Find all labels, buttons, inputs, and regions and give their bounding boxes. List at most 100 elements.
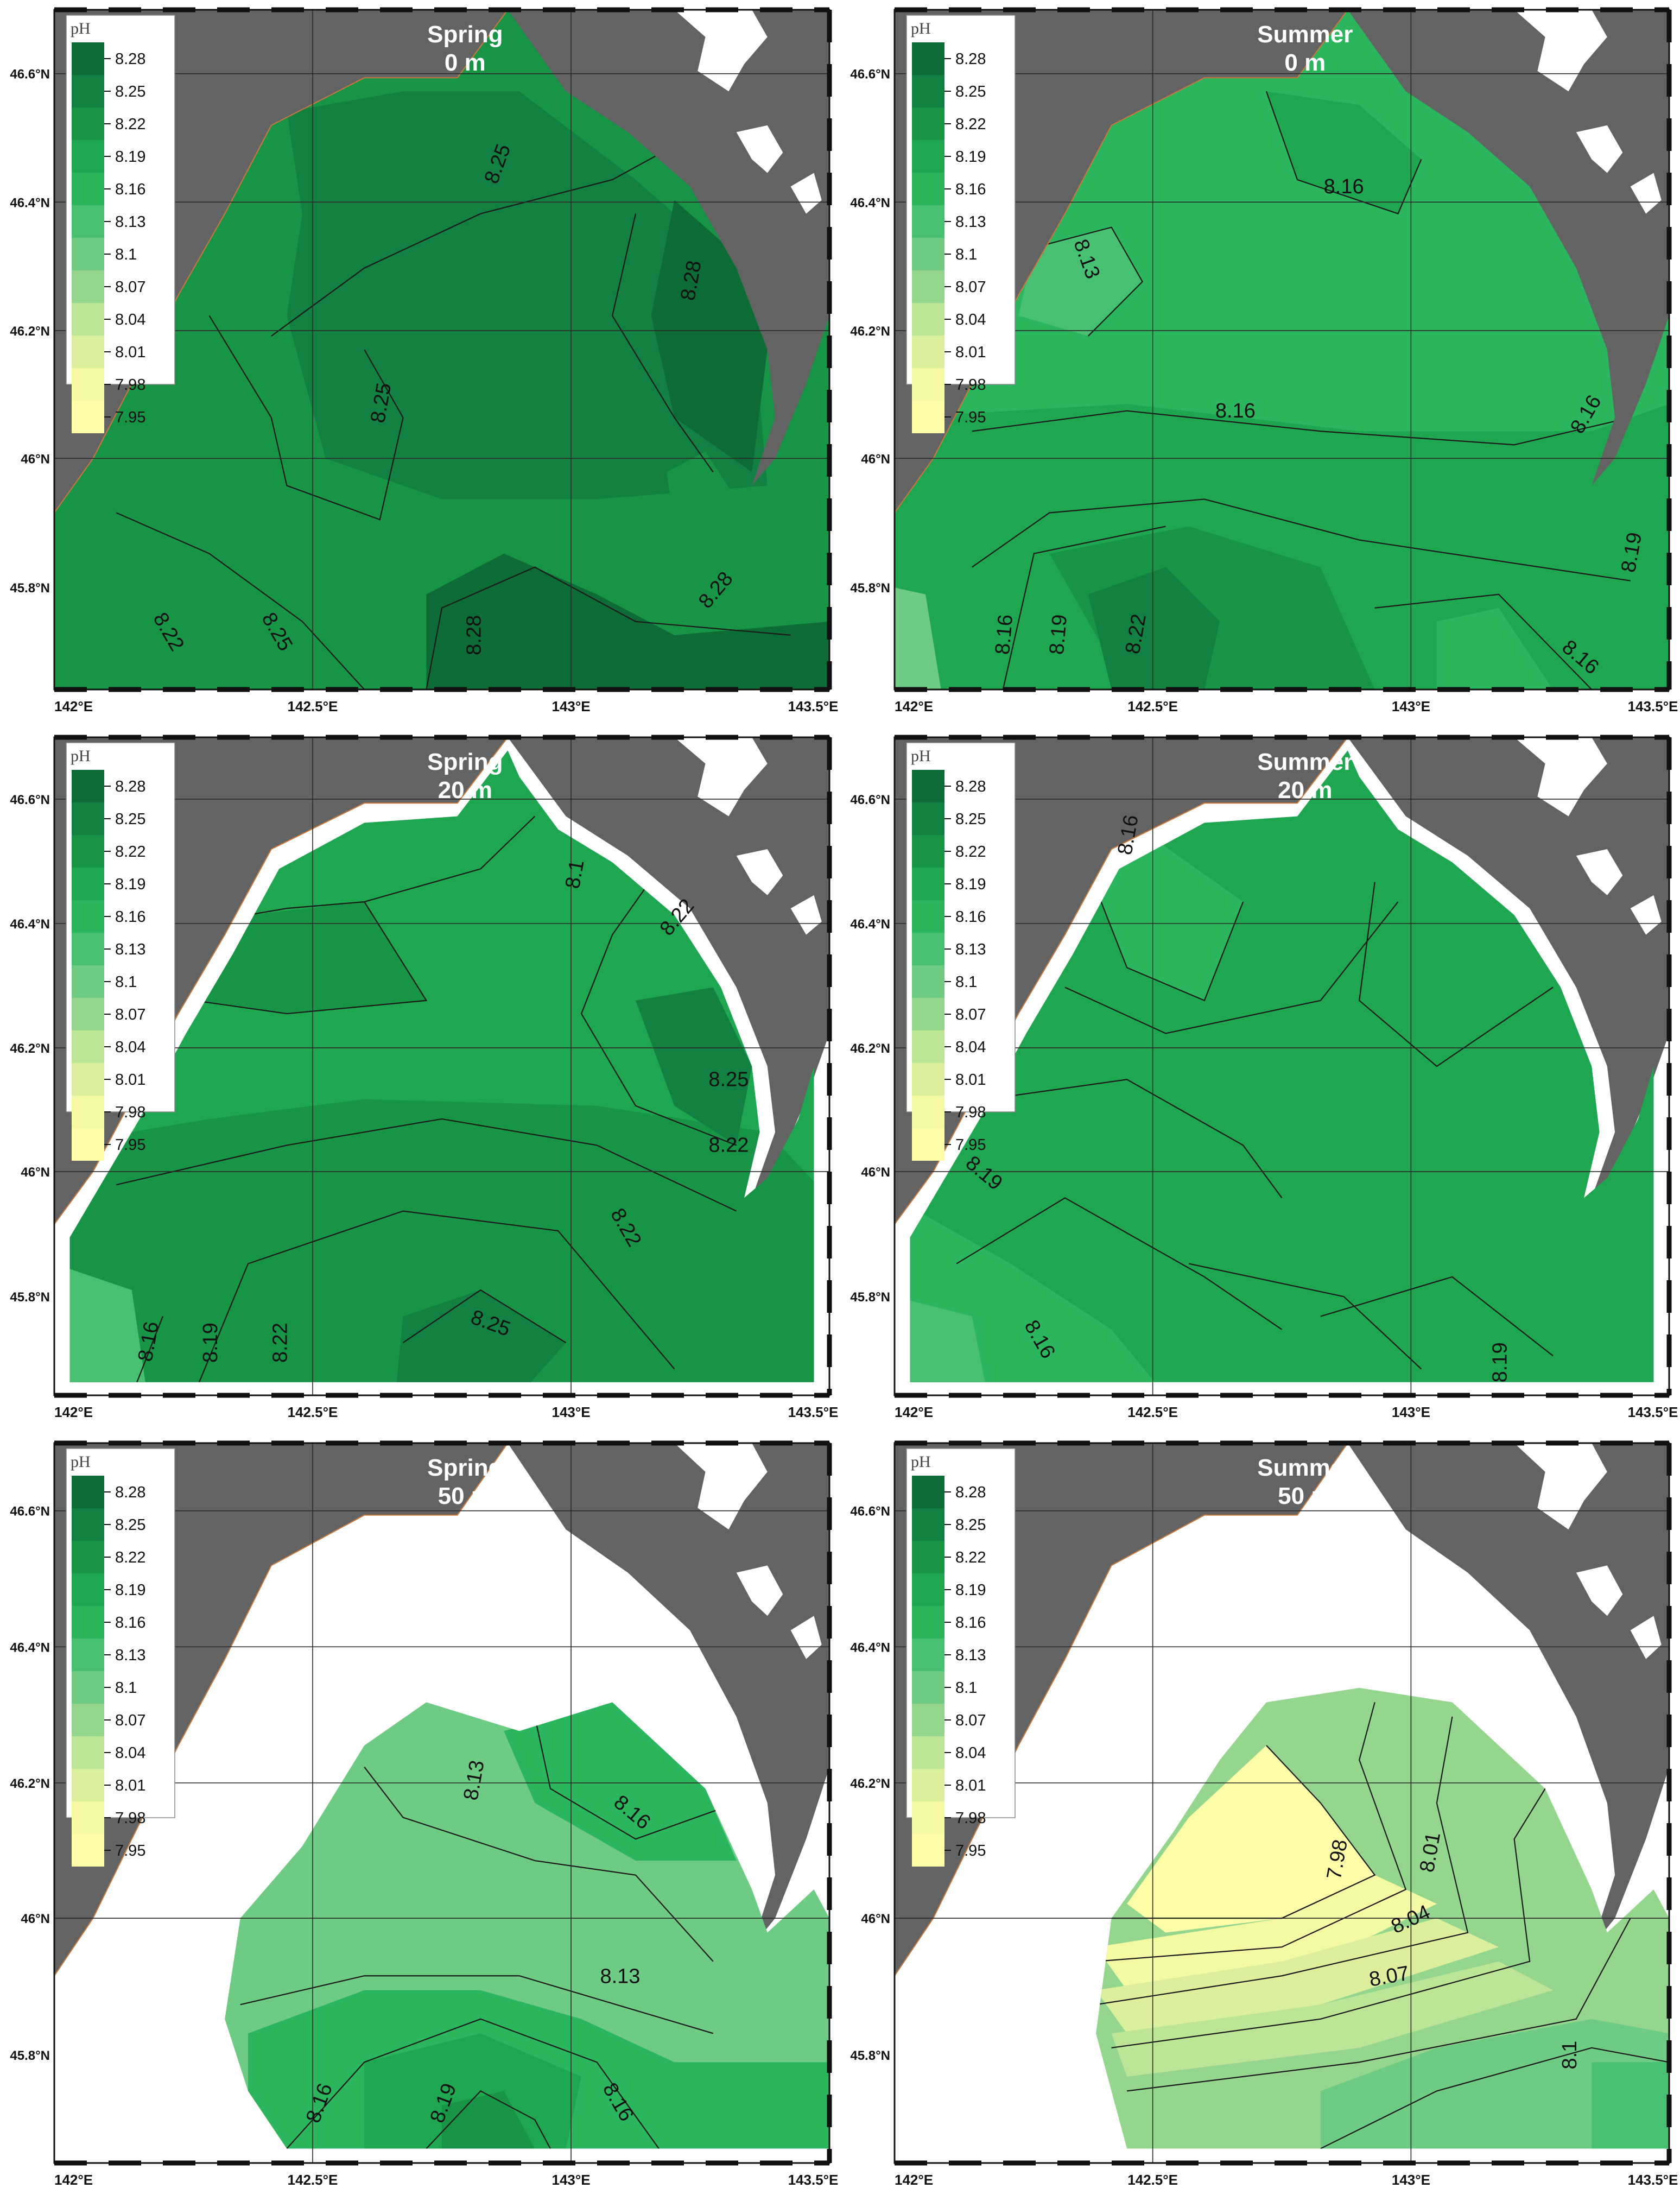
legend-swatch <box>72 401 104 433</box>
contour-line <box>972 410 1631 446</box>
map-summer-0m: 142°E 142.5°E 143°E 143.5°E 46.6°N 46.4°N 46.2… <box>850 7 1678 714</box>
legend-swatch <box>912 1573 944 1606</box>
legend-swatch <box>912 1063 944 1096</box>
legend-level-label: 8.16 <box>955 908 986 926</box>
legend-swatch <box>72 303 104 336</box>
lon-tick-label: 143°E <box>1392 698 1430 714</box>
panel-depth-label: 0 m <box>445 49 486 76</box>
contour-line <box>116 1118 737 1212</box>
island <box>1514 10 1607 92</box>
legend-swatch <box>72 1063 104 1096</box>
contour-line <box>193 1210 675 1382</box>
panel-spring-50m: 142°E 142.5°E 143°E 143.5°E 46.6°N 46.4°N 46.2… <box>0 1433 840 2201</box>
legend-swatch <box>72 1801 104 1834</box>
lon-tick-label: 143.5°E <box>788 1404 839 1420</box>
legend-level-label: 8.01 <box>115 1071 145 1089</box>
island <box>674 1443 768 1530</box>
legend-swatch <box>72 868 104 900</box>
legend-level-label: 8.22 <box>955 843 986 861</box>
map-spring-20m: 142°E 142.5°E 143°E 143.5°E 46.6°N 46.4°N 46.2… <box>10 735 839 1420</box>
contour-line <box>1096 1702 1407 1962</box>
legend-swatch <box>912 270 944 303</box>
legend-level-label: 8.13 <box>115 941 145 958</box>
contour-line <box>240 1975 714 2034</box>
contour-line <box>956 1197 1283 1330</box>
legend-swatch <box>912 107 944 140</box>
lat-tick-label: 46°N <box>861 452 890 466</box>
legend-level-label: 8.25 <box>955 811 986 828</box>
contour-line <box>534 1716 737 1840</box>
contour-label: 8.25 <box>708 1068 749 1091</box>
legend-swatch <box>912 1671 944 1704</box>
legend-swatch <box>912 1541 944 1573</box>
legend-level-label: 8.25 <box>115 811 145 828</box>
lat-tick-label: 46.2°N <box>10 1776 50 1791</box>
contour-line <box>1111 1788 1546 2048</box>
lat-tick-label: 46.6°N <box>850 67 890 82</box>
contour-label: 8.19 <box>1045 614 1072 655</box>
panel-depth-label: 50 m <box>1278 1483 1332 1509</box>
legend-level-label: 8.28 <box>955 50 986 68</box>
ph-band <box>895 587 941 690</box>
lon-tick-label: 142°E <box>895 1404 933 1420</box>
contour-line <box>426 2090 551 2149</box>
panel-spring-0m: 142°E 142.5°E 143°E 143.5°E 46.6°N 46.4°N 46.2… <box>0 0 840 728</box>
lat-tick-label: 46.2°N <box>850 1041 890 1056</box>
contour-line <box>131 1316 163 1382</box>
legend-swatch <box>912 1801 944 1834</box>
legend-level-label: 8.04 <box>955 1744 986 1762</box>
legend-level-label: 8.19 <box>955 148 986 166</box>
lon-tick-label: 142.5°E <box>288 698 338 714</box>
contour-label: 8.13 <box>600 1965 640 1988</box>
legend-swatch <box>72 107 104 140</box>
legend-swatch <box>912 1508 944 1541</box>
legend-level-label: 7.98 <box>115 1104 145 1121</box>
island <box>674 10 768 92</box>
legend-swatch <box>912 1476 944 1508</box>
contour-line <box>1126 1918 1631 2092</box>
ph-band <box>1088 836 1244 1001</box>
contour-label: 8.19 <box>1488 1342 1511 1382</box>
lon-tick-label: 143.5°E <box>788 698 839 714</box>
panel-spring-20m: 142°E 142.5°E 143°E 143.5°E 46.6°N 46.4°N 46.2… <box>0 728 840 1433</box>
legend-level-label: 7.98 <box>115 1810 145 1827</box>
lat-tick-label: 46.6°N <box>10 1504 50 1519</box>
legend-swatch <box>912 140 944 173</box>
legend-swatch <box>912 965 944 998</box>
legend-level-label: 8.25 <box>115 83 145 100</box>
panel-season-label: Spring <box>427 1454 503 1481</box>
legend-title: pH <box>911 1453 931 1471</box>
legend-level-label: 8.04 <box>955 311 986 328</box>
contour-label: 8.1 <box>561 858 589 890</box>
legend-swatch <box>912 1834 944 1867</box>
legend-swatch <box>72 336 104 368</box>
legend-swatch <box>72 965 104 998</box>
legend-swatch <box>72 835 104 868</box>
panel-depth-label: 20 m <box>438 777 492 804</box>
legend-swatch <box>912 1704 944 1736</box>
legend-swatch <box>72 1834 104 1867</box>
ph-band <box>1088 567 1220 690</box>
legend-level-label: 8.22 <box>115 1549 145 1566</box>
panel-season-label: Spring <box>427 749 503 775</box>
lat-tick-label: 46.4°N <box>10 917 50 932</box>
contour-line <box>271 145 675 337</box>
legend-swatch <box>72 1769 104 1801</box>
legend-level-label: 8.01 <box>115 344 145 361</box>
lat-tick-label: 45.8°N <box>850 1290 890 1305</box>
legend-swatch <box>912 1030 944 1063</box>
lat-tick-label: 45.8°N <box>850 2048 890 2063</box>
legend-level-label: 8.1 <box>955 1679 977 1697</box>
legend-level-label: 7.98 <box>955 376 986 394</box>
legend-swatch <box>912 75 944 107</box>
island <box>790 1616 822 1659</box>
ph-band <box>194 902 427 1014</box>
legend-level-label: 8.07 <box>115 279 145 296</box>
contour-line <box>972 498 1631 581</box>
legend-level-label: 8.07 <box>955 1712 986 1729</box>
lat-tick-label: 45.8°N <box>850 581 890 596</box>
legend-swatch <box>72 770 104 802</box>
legend-level-label: 8.22 <box>115 116 145 133</box>
contour-line <box>402 1289 567 1343</box>
legend-level-label: 8.28 <box>115 50 145 68</box>
